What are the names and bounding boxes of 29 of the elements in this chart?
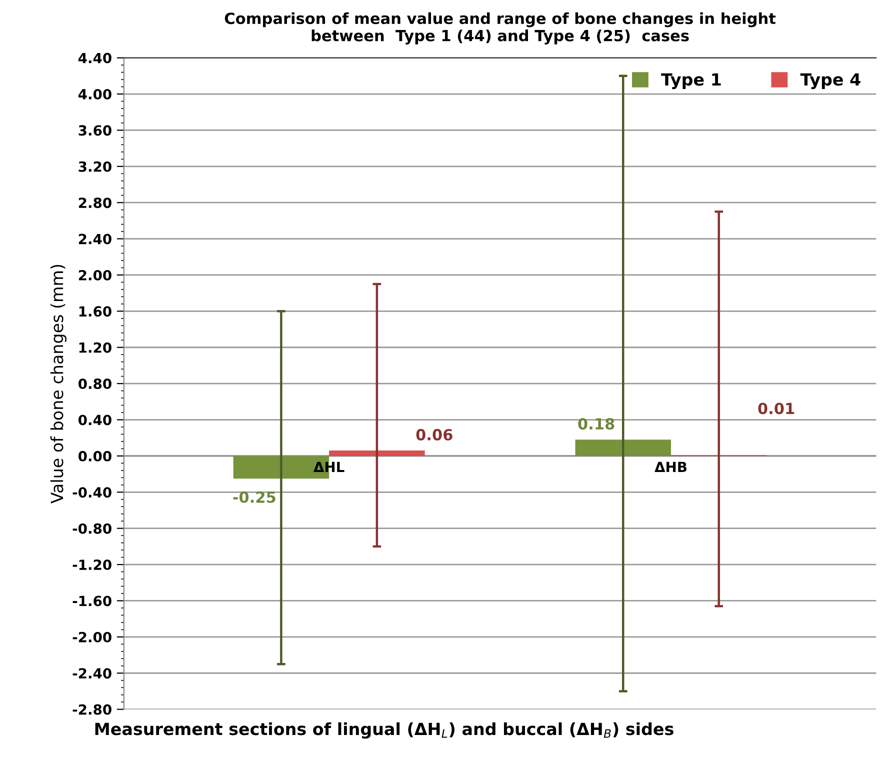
chart-title: Comparison of mean value and range of bone changes in height between Type 1 (44) and Type 4 (25) cases bbox=[224, 12, 776, 44]
y-tick-label: -2.00 bbox=[72, 632, 112, 642]
y-tick-label: 1.20 bbox=[79, 342, 112, 353]
y-tick-label: 2.40 bbox=[78, 234, 112, 244]
y-tick-label: 3.20 bbox=[78, 161, 112, 172]
y-tick-label: -2.40 bbox=[72, 668, 112, 679]
y-axis-title: Value of bone changes (mm) bbox=[50, 264, 67, 504]
y-tick-label: 4.00 bbox=[78, 88, 112, 100]
data-label: 0.18 bbox=[578, 418, 614, 430]
x-tick-label: ΔHB bbox=[654, 462, 686, 472]
y-tick-label: -2.80 bbox=[72, 704, 112, 715]
data-label: 0.06 bbox=[416, 428, 452, 440]
y-tick-label: -0.40 bbox=[72, 487, 112, 498]
y-tick-label: -0.80 bbox=[72, 523, 112, 534]
legend-label: Type 1 bbox=[661, 73, 721, 90]
y-tick-label: 0.80 bbox=[78, 378, 112, 390]
y-tick-label: 3.60 bbox=[78, 125, 112, 136]
x-axis-title: Measurement sections of lingual (ΔH$_{L}$) and buccal (ΔH$_{B}$) sides bbox=[95, 722, 674, 739]
y-tick-label: 0.00 bbox=[78, 450, 112, 462]
y-tick-label: 4.40 bbox=[78, 52, 112, 64]
y-tick-label: 2.00 bbox=[78, 270, 112, 280]
y-tick-label: 2.80 bbox=[78, 198, 112, 208]
legend-label: Type 4 bbox=[800, 73, 860, 90]
data-label: -0.25 bbox=[233, 491, 276, 503]
y-tick-label: 0.40 bbox=[78, 414, 112, 426]
data-label: 0.01 bbox=[758, 402, 794, 414]
y-tick-label: -1.60 bbox=[72, 596, 112, 606]
y-tick-label: -1.20 bbox=[72, 560, 112, 570]
y-tick-label: 1.60 bbox=[79, 306, 112, 317]
